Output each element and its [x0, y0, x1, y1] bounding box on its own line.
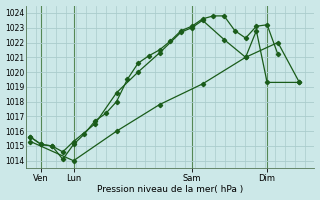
- X-axis label: Pression niveau de la mer( hPa ): Pression niveau de la mer( hPa ): [97, 185, 244, 194]
